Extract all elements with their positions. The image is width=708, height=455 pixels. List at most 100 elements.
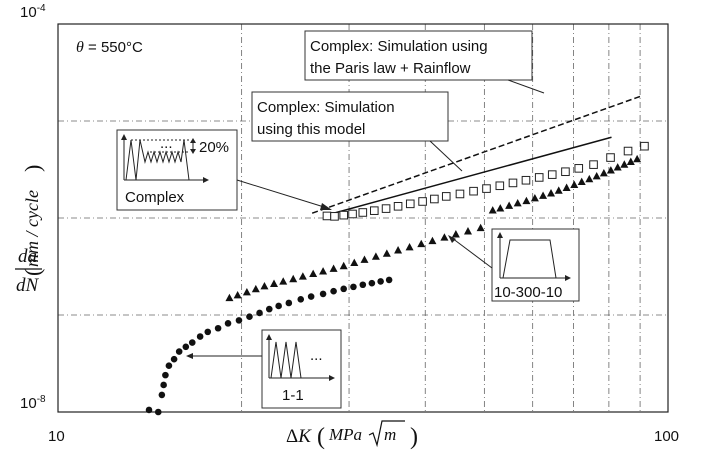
circle-point bbox=[158, 391, 166, 399]
circle-point bbox=[162, 371, 169, 379]
square-point bbox=[441, 192, 451, 201]
circle-point bbox=[175, 348, 183, 355]
square-point bbox=[606, 153, 615, 162]
square-point bbox=[358, 208, 368, 217]
circle-point bbox=[265, 305, 273, 313]
circle-point bbox=[188, 339, 196, 346]
svg-text:using this model: using this model bbox=[257, 121, 365, 138]
y-tick-label-bottom: 10-8 bbox=[20, 394, 46, 412]
svg-text:Complex: Simulation: Complex: Simulation bbox=[257, 99, 395, 116]
triangle-point bbox=[251, 284, 260, 293]
svg-text:Complex: Simulation using: Complex: Simulation using bbox=[310, 38, 488, 55]
this-model-line bbox=[333, 136, 612, 214]
svg-text:(: ( bbox=[317, 424, 325, 450]
y-axis-label: da dN ( mm / cycle ) bbox=[15, 165, 45, 296]
triangle-point bbox=[547, 189, 556, 197]
circle-point bbox=[359, 281, 367, 289]
triangle-point bbox=[289, 274, 298, 283]
svg-text:): ) bbox=[410, 424, 418, 450]
svg-text:dN: dN bbox=[16, 275, 40, 296]
svg-text:ΔK: ΔK bbox=[286, 426, 312, 447]
triangle-point bbox=[329, 264, 338, 272]
circle-point bbox=[330, 287, 337, 295]
square-point bbox=[482, 184, 491, 193]
x-tick-label-10: 10 bbox=[48, 428, 65, 445]
square-point bbox=[418, 197, 427, 206]
square-point bbox=[369, 206, 379, 215]
square-point bbox=[430, 194, 439, 204]
inset-10-300-10: 10-300-10 bbox=[448, 228, 580, 302]
triangle-point bbox=[428, 236, 437, 245]
circle-point bbox=[145, 406, 153, 414]
square-point bbox=[508, 178, 518, 188]
triangle-point bbox=[496, 204, 505, 212]
circle-point bbox=[235, 317, 243, 324]
square-point bbox=[495, 181, 505, 191]
annotation-this-model: Complex: Simulation using this model bbox=[251, 91, 463, 172]
square-point bbox=[339, 210, 348, 220]
square-point bbox=[393, 202, 403, 211]
circle-point bbox=[275, 302, 282, 310]
triangle-point bbox=[633, 154, 642, 163]
triangle-point bbox=[319, 267, 328, 275]
triangle-point bbox=[577, 177, 586, 186]
triangle-point bbox=[570, 180, 579, 188]
triangle-point bbox=[562, 183, 571, 191]
triangle-point bbox=[554, 186, 563, 194]
circle-point bbox=[204, 328, 212, 336]
triangle-point bbox=[440, 233, 449, 241]
triangle-point bbox=[513, 199, 522, 207]
circle-point bbox=[170, 355, 178, 363]
circle-point bbox=[214, 324, 222, 332]
square-point bbox=[534, 173, 544, 182]
simulation-lines bbox=[311, 95, 641, 214]
x-axis-label: ΔK ( MPa m ) bbox=[286, 420, 418, 450]
triangle-point bbox=[606, 166, 615, 174]
triangle-point bbox=[530, 194, 539, 202]
data-points bbox=[145, 141, 649, 416]
circle-point bbox=[196, 333, 204, 340]
triangle-point bbox=[339, 261, 348, 270]
svg-text:Complex: Complex bbox=[125, 189, 185, 206]
triangle-point bbox=[592, 171, 601, 180]
circle-point bbox=[182, 343, 190, 351]
triangle-point bbox=[585, 174, 594, 183]
svg-text:...: ... bbox=[310, 347, 323, 364]
svg-text:m: m bbox=[384, 425, 396, 444]
square-point bbox=[561, 167, 570, 177]
square-point bbox=[574, 164, 584, 173]
triangle-point bbox=[350, 258, 359, 267]
circle-point bbox=[377, 278, 384, 285]
triangle-point bbox=[242, 287, 251, 296]
circle-point bbox=[285, 299, 293, 307]
svg-text:the Paris law + Rainflow: the Paris law + Rainflow bbox=[310, 60, 471, 77]
plot-frame bbox=[57, 23, 669, 413]
triangle-point bbox=[309, 269, 318, 277]
circle-point bbox=[297, 296, 305, 303]
svg-text:MPa: MPa bbox=[328, 425, 362, 444]
circle-point bbox=[368, 279, 376, 287]
square-point bbox=[521, 175, 531, 185]
triangle-point bbox=[626, 157, 635, 165]
circle-point bbox=[165, 362, 173, 370]
triangle-point bbox=[488, 206, 497, 214]
triangle-point bbox=[417, 239, 426, 248]
triangle-point bbox=[620, 160, 629, 168]
triangle-point bbox=[599, 168, 608, 177]
triangle-point bbox=[613, 163, 622, 171]
temperature-label: θ = 550°C bbox=[76, 39, 143, 56]
svg-text:...: ... bbox=[160, 135, 173, 152]
circle-point bbox=[319, 290, 327, 298]
circle-point bbox=[307, 293, 315, 300]
inset-1-1: ... 1-1 bbox=[186, 329, 342, 409]
triangle-point bbox=[476, 223, 485, 232]
triangle-point bbox=[298, 272, 307, 280]
circle-point bbox=[246, 313, 253, 321]
triangle-point bbox=[270, 279, 279, 287]
svg-text:mm / cycle: mm / cycle bbox=[22, 190, 42, 267]
svg-text:10-300-10: 10-300-10 bbox=[494, 284, 562, 301]
inset-complex: ... 20% Complex bbox=[116, 129, 332, 211]
circle-point bbox=[350, 283, 357, 291]
triangle-point bbox=[394, 246, 403, 254]
